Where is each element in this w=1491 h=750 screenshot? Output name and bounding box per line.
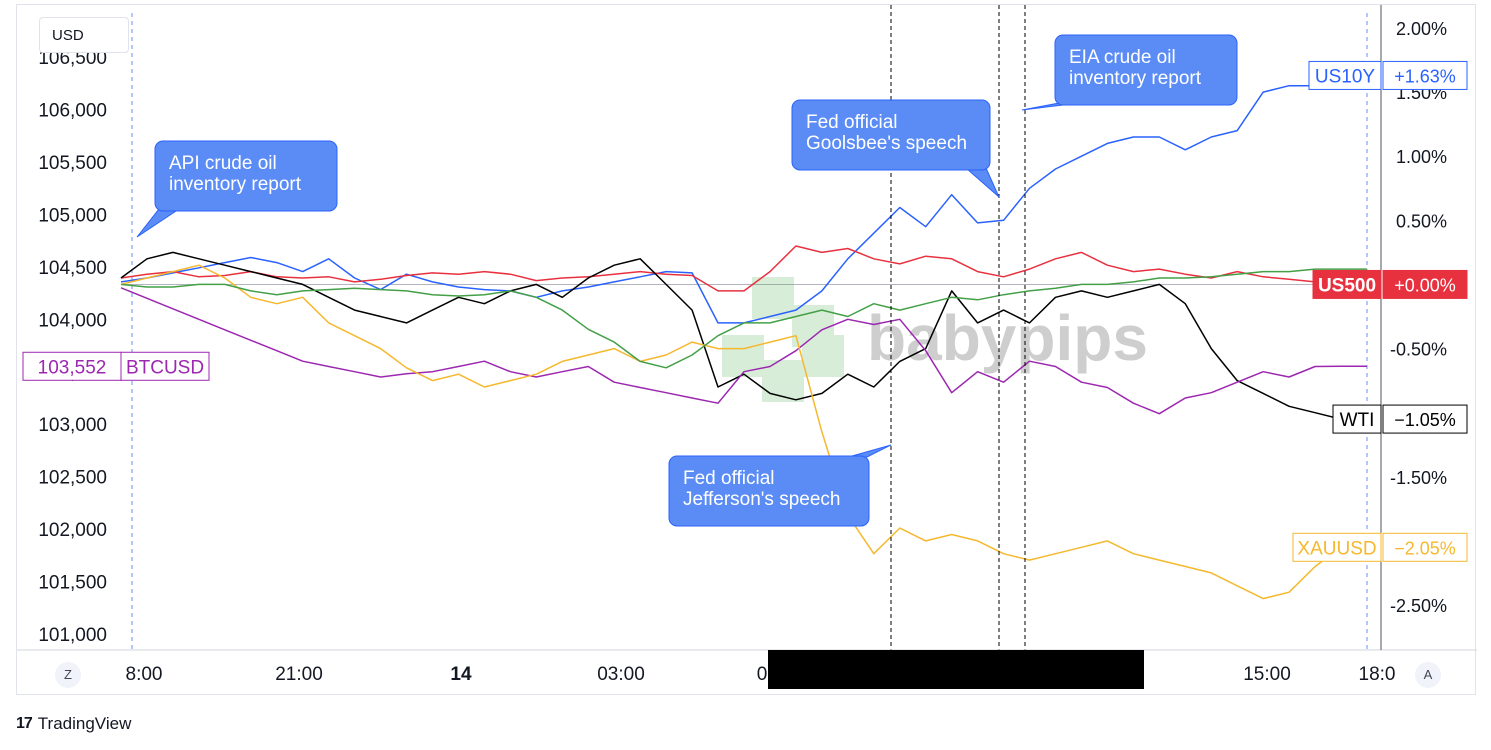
right-axis-tick-label: 1.00%	[1396, 147, 1447, 167]
right-axis-tick-label: -2.50%	[1390, 596, 1447, 616]
left-axis-tick-label: 106,500	[38, 48, 107, 69]
footer: 17 TradingView	[16, 712, 131, 736]
auto-scale-right-button[interactable]: A	[1415, 662, 1441, 688]
series-name-label: US10Y	[1315, 66, 1376, 87]
left-axis-tick-label: 104,000	[38, 310, 107, 331]
series-name-label: XAUUSD	[1297, 538, 1376, 559]
series-line-wti	[120, 251, 1367, 420]
series-line-unlabeled	[120, 268, 1367, 369]
left-button-label: Z	[64, 667, 72, 682]
series-line-us500	[120, 245, 1367, 292]
series-value-label: −2.05%	[1394, 538, 1456, 558]
callout-text: Goolsbee's speech	[806, 133, 967, 154]
callout-text: Jefferson's speech	[683, 489, 840, 510]
callout-box	[154, 140, 338, 212]
callout-text: Fed official	[806, 112, 898, 133]
chart-plot[interactable]: babypips 101,000 101,500 102,000 102,500 103…	[17, 5, 1477, 696]
x-axis-tick-label: 15:00	[1243, 664, 1291, 685]
series-value-label: +0.00%	[1394, 275, 1456, 295]
callout-text: inventory report	[1069, 68, 1202, 89]
currency-selector[interactable]: USD	[39, 17, 129, 53]
watermark-text: babypips	[867, 302, 1148, 374]
series-name-label: BTCUSD	[126, 357, 204, 378]
left-axis-tick-label: 102,500	[38, 468, 107, 489]
series-name-box	[1332, 404, 1382, 434]
series-label-btcusd: 103,552 BTCUSD	[22, 351, 210, 381]
right-axis-tick-label: 0.50%	[1396, 211, 1447, 231]
x-axis-tick-label: 8:00	[126, 664, 163, 685]
series-name-box	[120, 351, 210, 381]
series-value-box	[1382, 532, 1468, 562]
series-line-btcusd	[120, 287, 1367, 415]
callout-box	[1054, 34, 1238, 106]
series-value-box	[1382, 60, 1468, 90]
callout-tail	[136, 208, 181, 238]
left-axis-tick-label: 104,500	[38, 258, 107, 279]
series-value-label: +1.63%	[1394, 66, 1456, 86]
left-axis-tick-label: 102,000	[38, 520, 107, 541]
series-value-box	[1382, 269, 1468, 299]
auto-scale-left-button[interactable]: Z	[55, 662, 81, 688]
x-axis-tick-label: 0	[757, 664, 768, 685]
series-value-label: −1.05%	[1394, 410, 1456, 430]
callout-box	[668, 455, 870, 527]
date-pill-text: Wed 14 May '25 08:00 25 10:00 0	[792, 698, 1125, 719]
left-axis-tick-label: 101,000	[38, 625, 107, 646]
callout-box	[791, 99, 991, 171]
x-axis-tick-label: 03:00	[597, 664, 645, 685]
series-name-label: WTI	[1340, 410, 1375, 431]
series-line-xauusd	[120, 264, 1367, 600]
left-axis-tick-label: 106,000	[38, 100, 107, 121]
x-axis-tick-label: 18:0	[1359, 664, 1396, 685]
tradingview-logo-icon: 17	[16, 715, 33, 732]
series-label-us10y: US10Y +1.63%	[1308, 60, 1468, 90]
crosshair-date-label: Wed 14 May '25 08:00 25 10:00 0	[768, 650, 1144, 719]
series-name-box	[1292, 532, 1382, 562]
series-label-wti: WTI −1.05%	[1332, 404, 1468, 434]
callout-tail	[964, 167, 1000, 198]
series-label-us500: US500 +0.00%	[1312, 269, 1468, 299]
series-name-label: US500	[1318, 275, 1376, 296]
x-axis-tick-label: 21:00	[275, 664, 323, 685]
watermark-cube-icon	[722, 335, 764, 377]
callout-text: Fed official	[683, 468, 775, 489]
series-label-xauusd: XAUUSD −2.05%	[1292, 532, 1468, 562]
right-axis-tick-label: -0.50%	[1390, 340, 1447, 360]
series-value-box	[1382, 404, 1468, 434]
left-axis-tick-label: 101,500	[38, 573, 107, 594]
series-name-box	[1308, 60, 1382, 90]
series-value-label: 103,552	[38, 357, 107, 378]
callout-text: API crude oil	[169, 153, 277, 174]
right-button-label: A	[1423, 667, 1433, 682]
brand-name: TradingView	[37, 714, 132, 733]
right-axis-tick-label: -1.50%	[1390, 468, 1447, 488]
x-axis-tick-label: 14	[450, 664, 472, 685]
left-axis-tick-label: 103,000	[38, 415, 107, 436]
currency-label: USD	[52, 27, 84, 44]
left-axis-tick-label: 105,500	[38, 153, 107, 174]
right-axis-tick-label: 2.00%	[1396, 19, 1447, 39]
series-name-box	[1312, 269, 1382, 299]
callout-text: EIA crude oil	[1069, 47, 1176, 68]
chart-frame: babypips 101,000 101,500 102,000 102,500 103…	[16, 4, 1477, 696]
left-axis-tick-label: 105,000	[38, 205, 107, 226]
watermark-cube-icon	[802, 335, 844, 377]
callout-text: inventory report	[169, 174, 302, 195]
